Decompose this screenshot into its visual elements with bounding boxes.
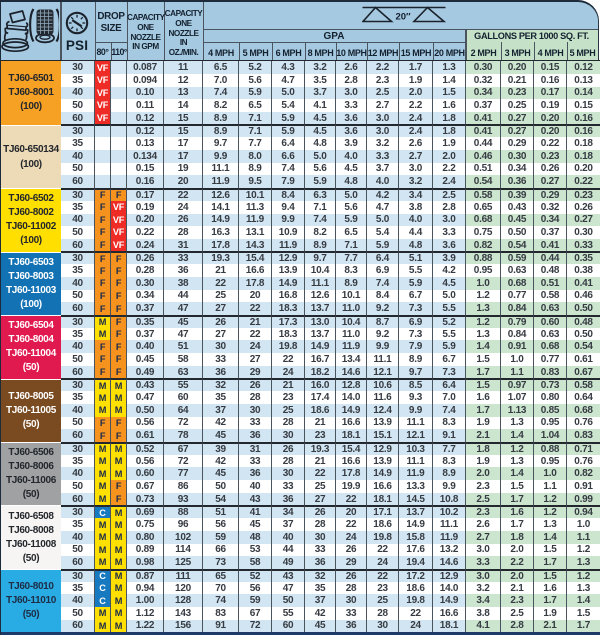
- svg-text:PSI: PSI: [66, 38, 88, 53]
- svg-text:20″: 20″: [395, 11, 411, 22]
